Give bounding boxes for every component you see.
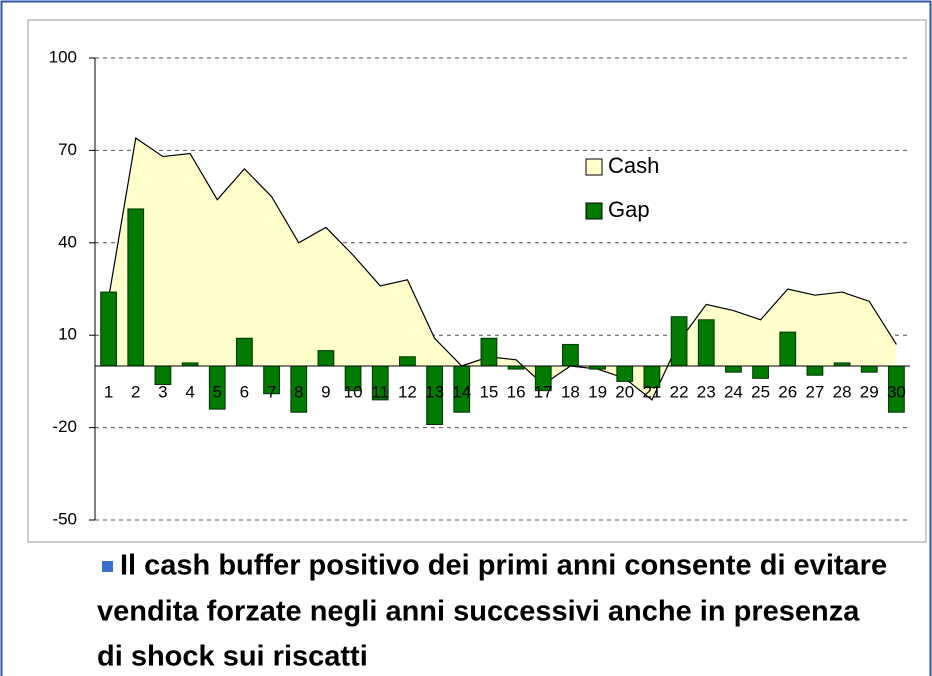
- x-tick-label: 26: [778, 382, 797, 401]
- gap-bar: [860, 365, 878, 373]
- gap-bar: [236, 337, 253, 367]
- x-tick-label: 5: [213, 382, 222, 401]
- x-tick-label: 3: [158, 382, 167, 401]
- legend-swatch: [585, 202, 603, 220]
- gap-bar: [670, 316, 688, 367]
- x-tick-label: 21: [642, 382, 661, 401]
- gap-bar: [616, 365, 634, 382]
- x-tick-label: 14: [452, 382, 471, 401]
- x-tick-label: 30: [887, 382, 906, 401]
- cash-line: [107, 137, 897, 401]
- gap-bar: [480, 337, 498, 367]
- x-tick-label: 17: [534, 382, 553, 401]
- x-tick-label: 10: [344, 382, 363, 401]
- y-tick-label: -50: [52, 509, 77, 528]
- y-tick-label: 40: [58, 232, 77, 251]
- gap-bar: [779, 331, 797, 367]
- y-tick-label: 10: [58, 325, 77, 344]
- x-tick-label: 12: [398, 382, 417, 401]
- gap-bar: [399, 356, 416, 367]
- x-tick-label: 28: [833, 382, 852, 401]
- x-tick-label: 16: [507, 382, 526, 401]
- caption-line: Il cash buffer positivo dei primi anni c…: [120, 550, 887, 582]
- y-tick-label: 70: [58, 140, 77, 159]
- x-tick-label: 11: [371, 382, 389, 401]
- gap-bar: [562, 343, 579, 367]
- gap-bar: [752, 365, 769, 379]
- x-tick-label: 4: [185, 382, 194, 401]
- x-tick-label: 25: [751, 382, 770, 401]
- gap-bar: [697, 319, 715, 367]
- x-tick-label: 9: [321, 382, 330, 401]
- x-tick-label: 6: [240, 382, 249, 401]
- x-tick-label: 13: [425, 382, 444, 401]
- x-tick-label: 8: [294, 382, 303, 401]
- caption-line: di shock sui riscatti: [97, 641, 368, 673]
- x-tick-label: 15: [479, 382, 498, 401]
- legend-label: Cash: [608, 153, 659, 178]
- x-tick-label: 29: [860, 382, 879, 401]
- x-tick-label: 1: [104, 382, 113, 401]
- x-tick-label: 27: [805, 382, 824, 401]
- chart-border: [27, 19, 927, 543]
- gap-bar: [100, 291, 117, 367]
- bullet: [102, 561, 113, 572]
- legend-swatch: [585, 158, 603, 176]
- x-tick-label: 20: [615, 382, 634, 401]
- x-tick-label: 18: [561, 382, 580, 401]
- x-tick-label: 7: [267, 382, 276, 401]
- gap-bar: [127, 208, 145, 367]
- cash-area: [108, 138, 897, 400]
- x-tick-label: 2: [131, 382, 140, 401]
- gap-bar: [806, 365, 824, 376]
- x-tick-label: 22: [670, 382, 689, 401]
- legend-label: Gap: [608, 197, 650, 222]
- y-tick-label: 100: [49, 47, 77, 66]
- y-tick-label: -20: [52, 417, 77, 436]
- gap-bar: [317, 350, 335, 367]
- x-tick-label: 23: [697, 382, 716, 401]
- x-tick-label: 24: [724, 382, 743, 401]
- gap-bar: [725, 365, 742, 373]
- x-tick-label: 19: [588, 382, 607, 401]
- caption-line: vendita forzate negli anni successivi an…: [97, 596, 860, 628]
